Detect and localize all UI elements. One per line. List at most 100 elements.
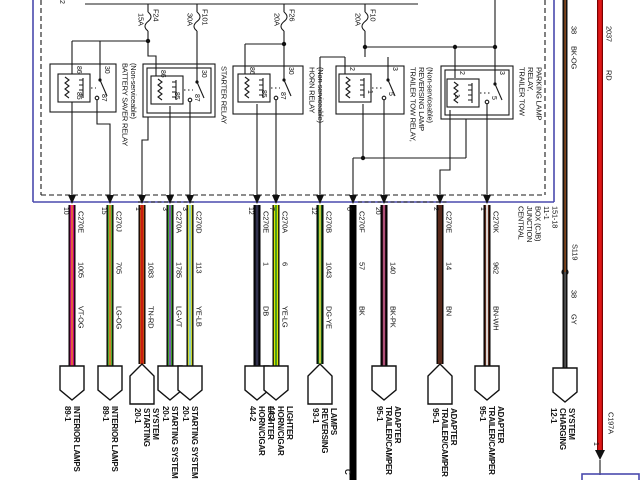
relay-output-wires <box>71 100 488 195</box>
relay4-pin-3: 3 <box>391 67 398 71</box>
offpage-connectors <box>59 363 578 405</box>
wire-140-bk-pk <box>380 205 388 366</box>
relay4-pin-5: 5 <box>387 92 394 96</box>
exit-pin-w11: 2 <box>432 207 439 211</box>
wire-number-w1: 1005 <box>76 262 86 278</box>
exit-conn-w9: C270F <box>357 211 367 233</box>
wire-color-bk-og: BK-OG <box>569 46 579 70</box>
fuse-f24-name: F24 <box>151 9 161 22</box>
exit-pin-w4: 3 <box>161 207 168 211</box>
bus-pin-label: 2 <box>58 0 65 4</box>
wire-1-db <box>253 205 261 366</box>
fuse-f101-name: F101 <box>200 9 210 26</box>
relay-box-battery-saver <box>49 63 117 113</box>
wire-number-w11: 14 <box>444 262 454 270</box>
colored-wires <box>68 205 491 480</box>
exit-pin-w1: 10 <box>62 207 69 215</box>
relay4-pin-1: 1 <box>366 90 373 94</box>
cjb-border-dashed <box>40 0 546 196</box>
exit-pin-w3: 1 <box>134 207 141 211</box>
relay1-pin-30: 30 <box>103 66 110 74</box>
relay-box-horn <box>232 65 304 115</box>
connector-c197a-label: C197A <box>606 412 616 434</box>
dest-starting-system-2: 20-1 STARTING SYSTEM <box>161 406 179 479</box>
cjb-label: CENTRAL JUNCTION BOX (CJB) 11-1 151-18 <box>516 206 560 243</box>
wire-number-w4: 1785 <box>174 262 184 278</box>
fuse-f101-amp: 30A <box>185 13 195 26</box>
wire-1785-lg-vt <box>166 205 174 366</box>
wire-number-w9: 57 <box>357 262 367 270</box>
relay3-pin-87: 87 <box>279 92 286 100</box>
wire-57-bk <box>349 205 357 480</box>
exit-conn-w2: C270J <box>114 211 124 232</box>
wire-color-w9: BK <box>357 306 367 316</box>
wire-number-w6: 1 <box>261 262 271 266</box>
dest-trailer-camper-3: 95-1 TRAILER/CAMPER ADAPTER <box>478 406 505 475</box>
wire-color-w8: DG-YE <box>324 306 334 329</box>
relay4-pin-2: 2 <box>348 67 355 71</box>
exit-pin-w7: 7 <box>268 207 275 211</box>
fuse-f26 <box>244 4 288 80</box>
relay-box-tt-parking-outer <box>440 65 514 120</box>
relay1-pin-85: 85 <box>75 92 82 100</box>
exit-conn-w4: C270A <box>174 211 184 233</box>
wire-number-w2: 705 <box>114 262 124 274</box>
relay-switch-blades <box>94 79 503 105</box>
relay-box-tt-parking-inner <box>444 69 510 116</box>
wire-14-bn <box>436 205 444 364</box>
relay3-pin-86: 86 <box>248 67 255 75</box>
c197a-device-box <box>581 473 640 480</box>
dest-cut-label-57bk: C <box>343 469 352 475</box>
dest-starting-system-3: 20-1 STARTING SYSTEM <box>181 406 199 479</box>
wire-color-w11: BN <box>444 306 454 317</box>
wire-number-w12: 962 <box>491 262 501 274</box>
fuse-f26-amp: 20A <box>272 13 282 26</box>
exit-pin-w10: 20 <box>374 207 381 215</box>
splice-s119-label: S119 <box>570 244 580 261</box>
relay-name-tt-reversing: TRAILER TOW RELAY, REVERSING LAMP (Non-s… <box>408 67 435 142</box>
wire-color-w5: YE-LB <box>194 306 204 327</box>
dest-starting-system-1: 20-1 STARTING SYSTEM <box>133 408 160 447</box>
wire-color-gy: GY <box>569 314 579 325</box>
wire-color-w3: TN-RD <box>146 306 156 329</box>
wire-number-w10: 140 <box>388 262 398 274</box>
cjb-border-blue <box>32 0 555 203</box>
wire-1043-dg-ye <box>316 205 324 364</box>
relay-box-starter-inner <box>146 67 212 114</box>
relay5-pin-2: 2 <box>458 71 465 75</box>
relay3-pin-85: 85 <box>260 90 267 98</box>
wire-color-w2: LG-OG <box>114 306 124 330</box>
relay5-pin-5: 5 <box>490 96 497 100</box>
cjb-exit-arrows <box>68 195 491 204</box>
wire-number-38-upper: 38 <box>569 26 579 34</box>
wire-2037-rd <box>581 0 640 480</box>
wire-number-38-lower: 38 <box>569 290 579 298</box>
wire-color-w6: DB <box>261 306 271 317</box>
dest-reversing-lamps: 93-1 REVERSING LAMPS <box>311 408 338 454</box>
fuse-f24 <box>71 4 157 80</box>
exit-pin-w12: 1 <box>479 207 486 211</box>
fuse-f101 <box>193 4 201 82</box>
relay-box-tt-reversing <box>335 65 405 115</box>
relay5-pin-1: 1 <box>453 94 460 98</box>
wire-38-bk-og-gy <box>562 0 568 368</box>
wire-6-ye-lg <box>272 205 280 366</box>
relay-dotted-links <box>91 87 491 94</box>
wire-color-rd: RD <box>604 70 614 81</box>
wire-color-w1: VT-OG <box>76 306 86 329</box>
dest-horn-cigar-1: 44-2 HORN/CIGAR LIGHTER <box>248 406 275 456</box>
relay1-pin-86: 86 <box>75 66 82 74</box>
dest-interior-lamps-1: 89-1 INTERIOR LAMPS <box>63 406 81 472</box>
wire-color-w4: LG-VT <box>174 306 184 328</box>
exit-pin-w5: 3 <box>181 207 188 211</box>
exit-conn-w1: C270E <box>76 211 86 233</box>
exit-pin-w2: 15 <box>100 207 107 215</box>
wire-705-lg-og <box>106 205 114 366</box>
fuse-f24-amp: 15A <box>136 13 146 26</box>
wire-color-w10: BK-PK <box>388 306 398 328</box>
exit-conn-w5: C270D <box>194 211 204 234</box>
wire-number-w8: 1043 <box>324 262 334 278</box>
relay2-pin-86: 86 <box>159 70 166 78</box>
